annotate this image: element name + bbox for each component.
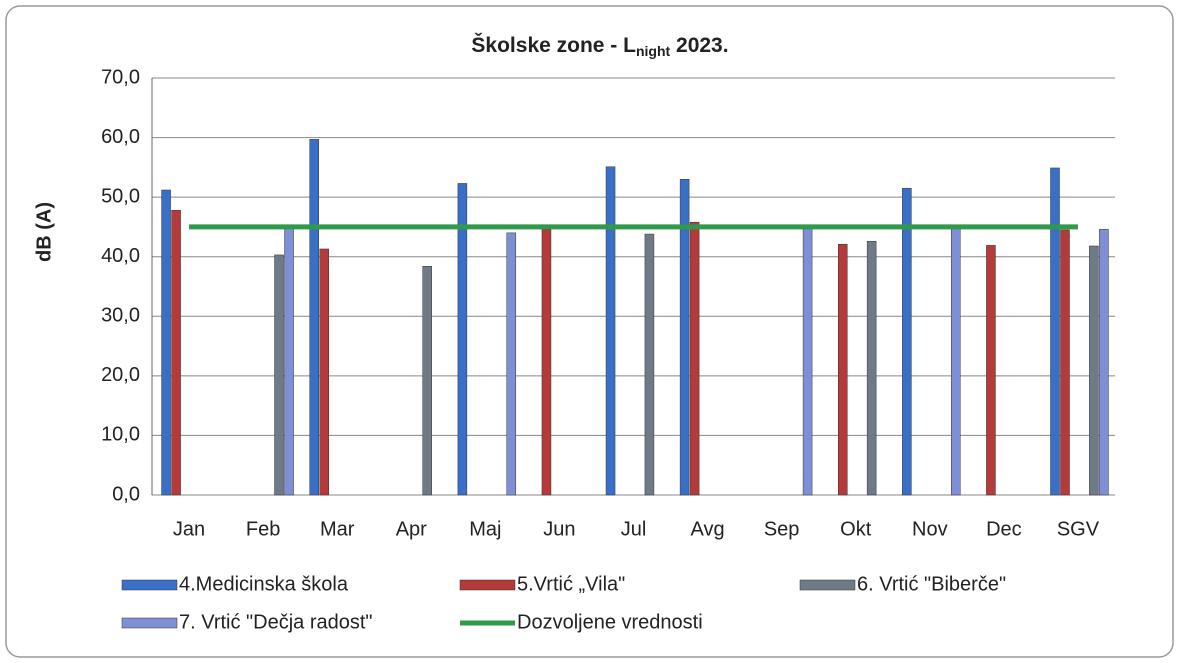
x-tick-label: Okt (840, 518, 872, 540)
bar (422, 265, 432, 496)
y-tick-label: 20,0 (101, 364, 140, 386)
legend-label: 6. Vrtić "Biberče" (857, 573, 1006, 595)
x-tick-label: Feb (246, 518, 280, 540)
bar (689, 221, 700, 496)
x-tick-label: Nov (912, 518, 948, 540)
chart-frame (5, 5, 1174, 658)
bar (274, 254, 284, 496)
x-tick-label: SGV (1057, 518, 1100, 540)
bar (1050, 167, 1060, 496)
bar (1099, 229, 1109, 496)
y-tick-label: 50,0 (101, 185, 140, 207)
bar (541, 229, 552, 496)
x-tick-label: Apr (396, 518, 427, 540)
x-tick-label: Jan (173, 518, 205, 540)
y-tick-label: 70,0 (101, 66, 140, 88)
x-tick-label: Mar (320, 518, 355, 540)
x-tick-label: Jun (543, 518, 575, 540)
bar (986, 245, 996, 496)
bar (866, 240, 877, 496)
legend-label: 4.Medicinska škola (179, 573, 349, 595)
bar (161, 189, 171, 496)
title-main: Školske zone - L (471, 33, 636, 57)
y-tick-label: 10,0 (101, 424, 140, 446)
bar (605, 166, 616, 496)
x-tick-label: Maj (469, 518, 501, 540)
bar (1060, 229, 1070, 496)
legend-swatch (459, 579, 516, 591)
bar (950, 227, 961, 496)
y-tick-label: 40,0 (101, 245, 140, 267)
y-tick-label: 60,0 (101, 126, 140, 148)
legend-swatch (121, 579, 178, 591)
bar (838, 243, 848, 496)
bar (457, 183, 468, 496)
bar (309, 139, 319, 496)
bar (284, 227, 294, 496)
bar (171, 209, 181, 496)
x-tick-label: Avg (691, 518, 725, 540)
y-axis-label: dB (A) (33, 202, 55, 262)
bar (679, 179, 690, 496)
bar (506, 232, 517, 496)
bar (319, 248, 329, 496)
legend-label: Dozvoljene vrednosti (517, 611, 703, 633)
bar (1089, 245, 1099, 496)
x-tick-label: Dec (986, 518, 1022, 540)
x-tick-label: Sep (764, 518, 800, 540)
legend-swatch (121, 617, 178, 629)
legend-swatch (799, 579, 856, 591)
legend-label: 5.Vrtić „Vila" (517, 573, 625, 595)
bar (902, 187, 912, 496)
title-subscript: night (636, 43, 671, 59)
bar (644, 233, 655, 496)
bar (802, 227, 813, 496)
title-end: 2023. (670, 34, 728, 57)
y-tick-label: 0,0 (112, 483, 140, 505)
legend-label: 7. Vrtić "Dečja radost" (179, 611, 373, 633)
chart-title: Školske zone - Lnight 2023. (471, 33, 728, 59)
y-tick-label: 30,0 (101, 305, 140, 327)
x-tick-label: Jul (621, 518, 647, 540)
